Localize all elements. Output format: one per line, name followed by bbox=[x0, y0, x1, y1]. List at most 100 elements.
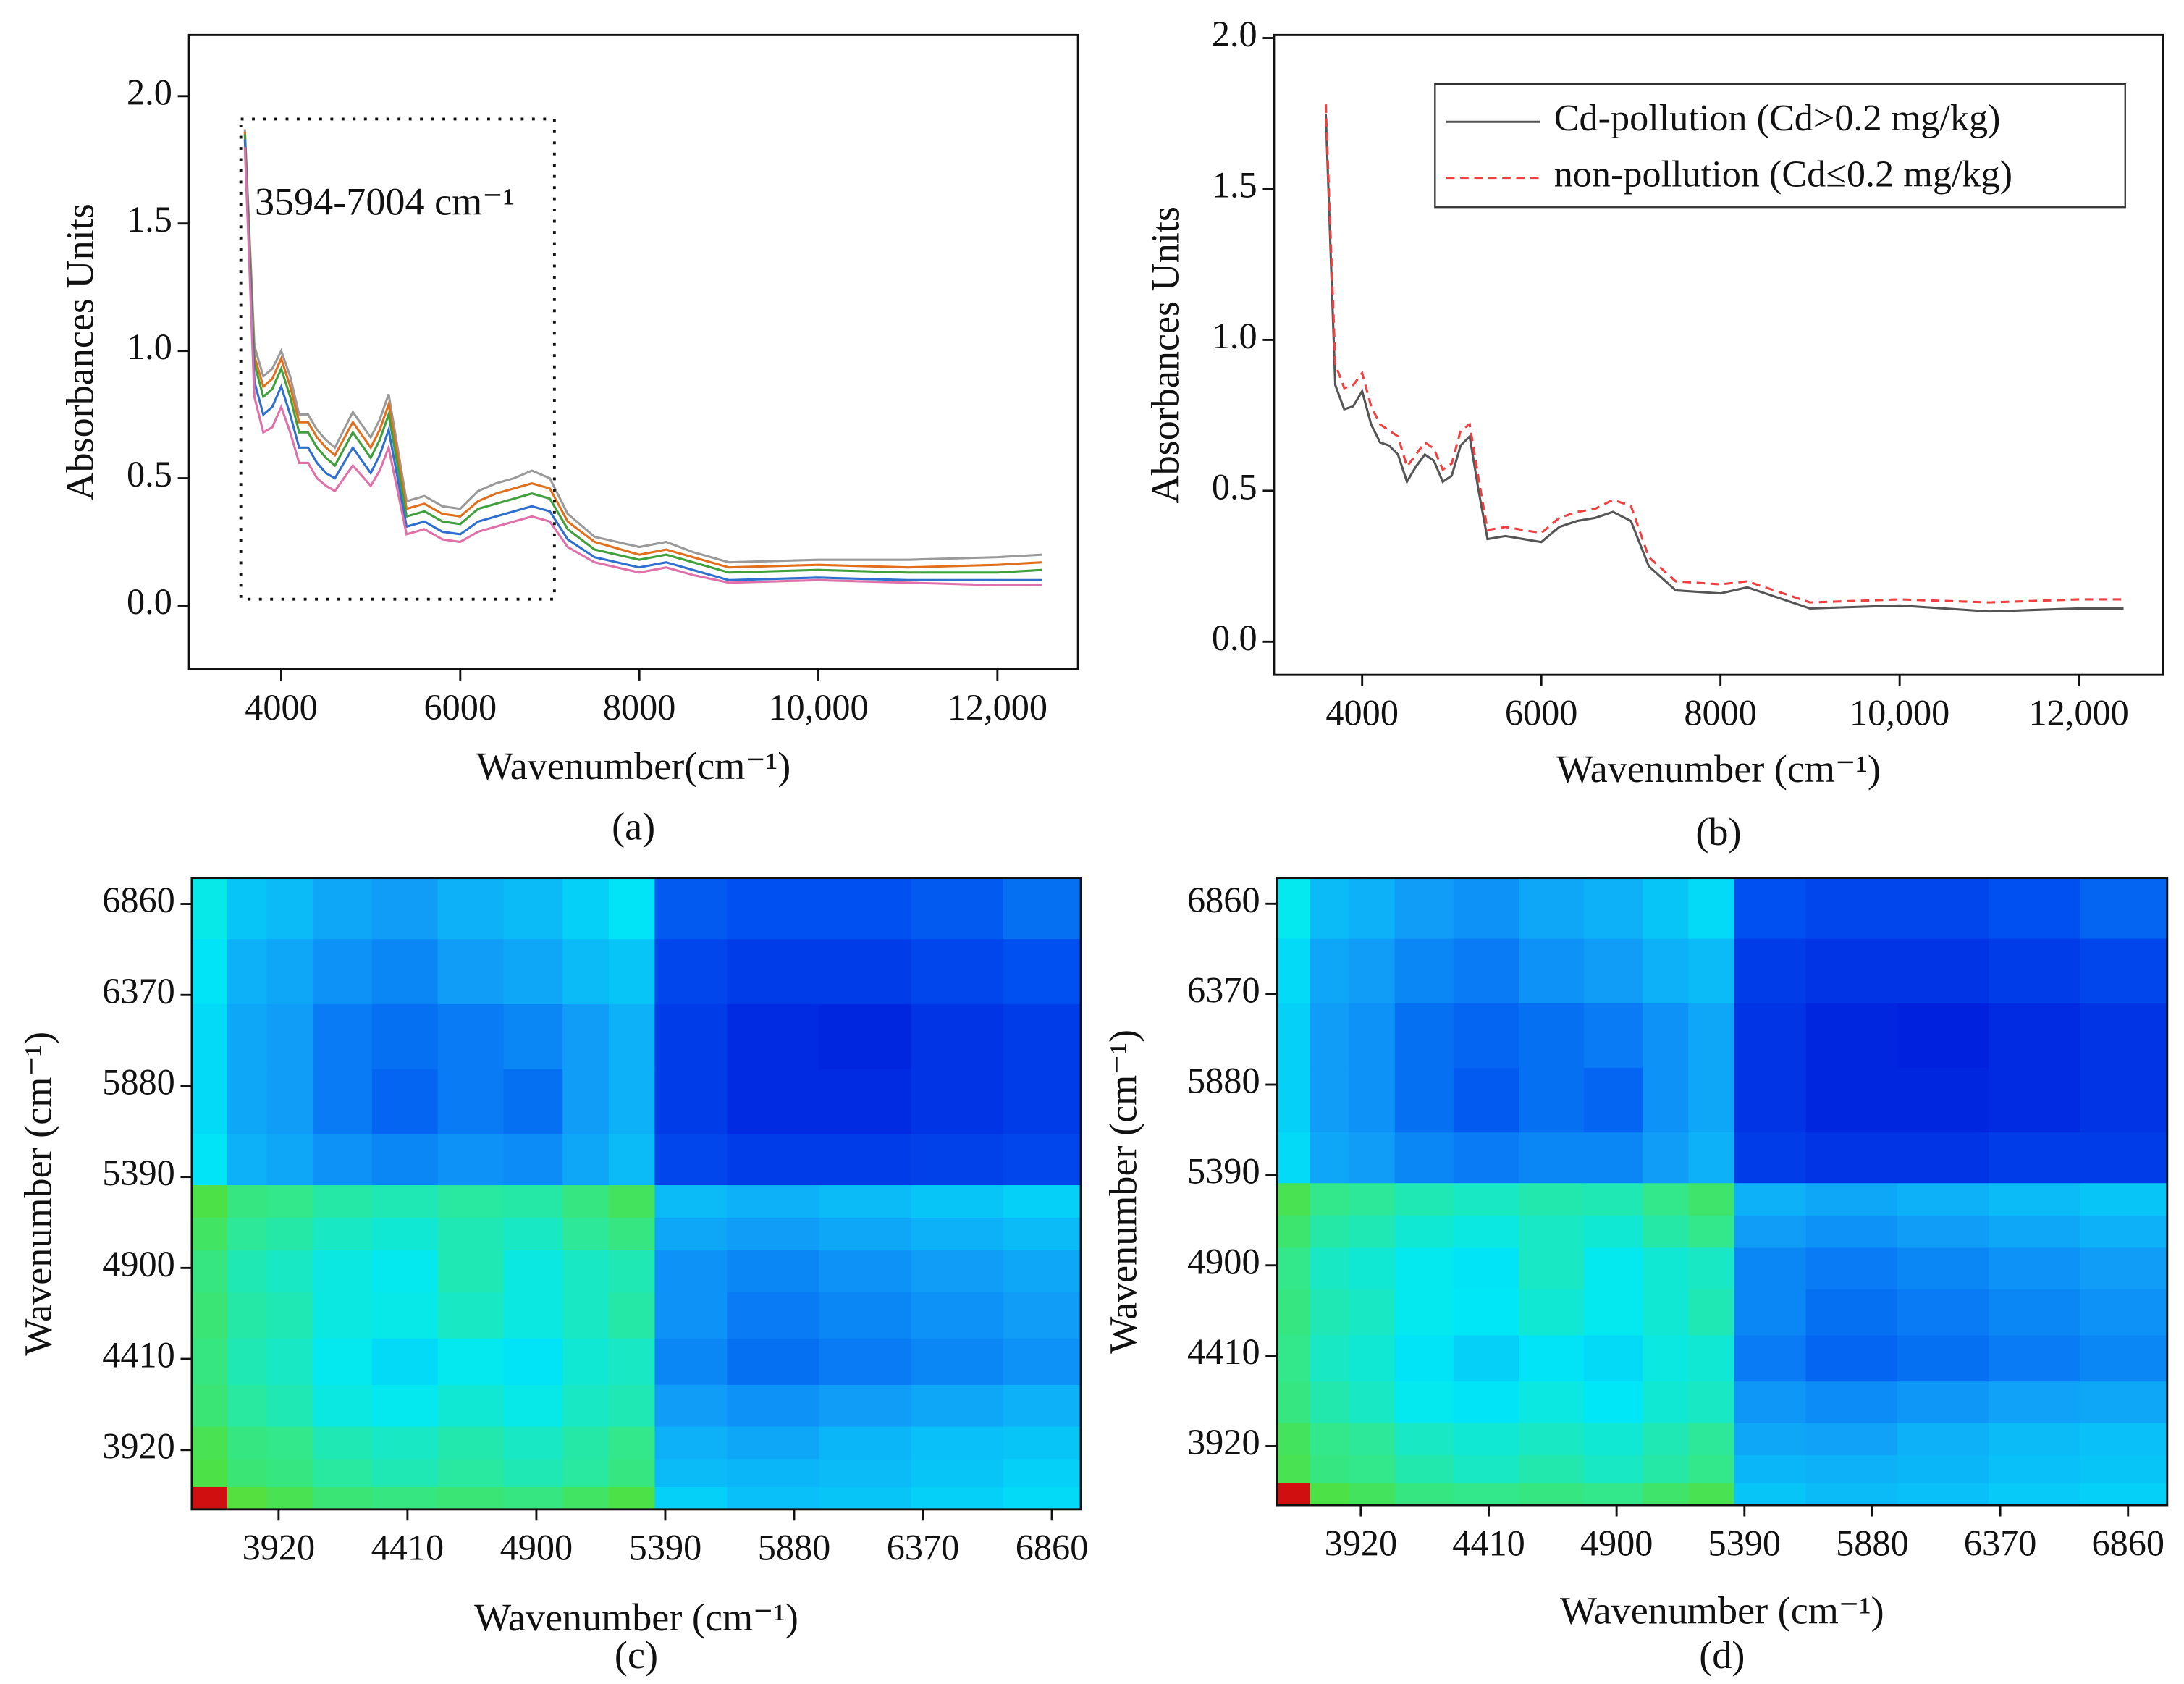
heatmap-cell bbox=[1003, 1003, 1082, 1069]
heatmap-cell bbox=[911, 1216, 1005, 1250]
heatmap-cell bbox=[313, 1426, 373, 1460]
heatmap-cell bbox=[1688, 1002, 1735, 1068]
plot-frame bbox=[1273, 33, 2164, 676]
heatmap-cell bbox=[1518, 1334, 1585, 1382]
heatmap-cell bbox=[1643, 1422, 1690, 1456]
y-axis-label: Absorbances Units bbox=[58, 203, 101, 501]
x-axis-label: Wavenumber (cm⁻¹) bbox=[1556, 747, 1881, 791]
heatmap-cell bbox=[1310, 938, 1350, 1003]
heatmap-cell bbox=[1643, 1002, 1690, 1068]
heatmap-cell bbox=[1394, 1182, 1454, 1216]
heatmap-cell bbox=[1805, 1288, 1898, 1336]
heatmap-cell bbox=[1003, 1184, 1082, 1218]
heatmap-cell bbox=[727, 1068, 820, 1134]
x-tick-label: 8000 bbox=[1684, 693, 1757, 733]
heatmap-cell bbox=[1688, 1381, 1735, 1423]
y-tick-label: 4410 bbox=[102, 1335, 175, 1376]
heatmap-cell bbox=[819, 1337, 912, 1385]
heatmap-cell bbox=[1276, 1288, 1311, 1336]
heatmap-cell bbox=[1805, 938, 1898, 1003]
heatmap-cell bbox=[1349, 1247, 1396, 1289]
heatmap-cell bbox=[1584, 1422, 1644, 1456]
heatmap-cell bbox=[1897, 1334, 1990, 1382]
heatmap-cell bbox=[1310, 1482, 1350, 1506]
heatmap-cell bbox=[437, 1249, 505, 1292]
heatmap-cell bbox=[727, 1291, 820, 1339]
heatmap-cell bbox=[1518, 1422, 1585, 1456]
heatmap-cell bbox=[227, 1486, 268, 1510]
heatmap-cell bbox=[654, 1426, 728, 1460]
heatmap-cell bbox=[313, 1068, 373, 1134]
y-axis-label: Wavenumber (cm⁻¹) bbox=[16, 1032, 59, 1356]
y-tick-label: 1.0 bbox=[127, 327, 172, 367]
heatmap-cell bbox=[1805, 877, 1898, 939]
heatmap-cell bbox=[1988, 1482, 2081, 1506]
heatmap-cell bbox=[727, 1426, 820, 1460]
heatmap-cell bbox=[1003, 1384, 1082, 1427]
heatmap-cell bbox=[727, 1486, 820, 1510]
heatmap-cell bbox=[227, 1133, 268, 1186]
x-tick-label: 6860 bbox=[2091, 1523, 2164, 1564]
heatmap-cell bbox=[2080, 1381, 2167, 1423]
heatmap-cell bbox=[1734, 1381, 1807, 1423]
heatmap-cell bbox=[1897, 877, 1990, 939]
y-tick-label: 4410 bbox=[1187, 1331, 1260, 1372]
x-tick-label: 10,000 bbox=[768, 687, 868, 728]
heatmap-cell bbox=[1643, 1066, 1690, 1133]
heatmap-cell bbox=[1805, 1247, 1898, 1289]
heatmap-cell bbox=[1518, 1454, 1585, 1483]
heatmap-cell bbox=[608, 1003, 656, 1069]
series-line bbox=[1324, 104, 2124, 604]
heatmap-cell bbox=[313, 1458, 373, 1487]
heatmap-cell bbox=[2080, 1422, 2167, 1456]
x-tick-label: 3920 bbox=[1325, 1523, 1398, 1564]
heatmap-cell bbox=[266, 877, 314, 940]
heatmap-cell bbox=[1897, 1454, 1990, 1483]
heatmap-cell bbox=[654, 1068, 728, 1134]
heatmap-cell bbox=[562, 1216, 610, 1250]
heatmap-cell bbox=[1453, 1422, 1520, 1456]
heatmap-cell bbox=[608, 1384, 656, 1427]
heatmap-cell bbox=[1805, 1422, 1898, 1456]
heatmap-cell bbox=[819, 1249, 912, 1292]
heatmap-cell bbox=[1688, 1131, 1735, 1184]
heatmap-cell bbox=[191, 1458, 229, 1487]
heatmap-cell bbox=[437, 938, 505, 1004]
x-tick-label: 6860 bbox=[1016, 1527, 1089, 1567]
heatmap-cell bbox=[1988, 1247, 2081, 1289]
heatmap-cell bbox=[1453, 877, 1520, 939]
panel-label: (d) bbox=[1699, 1633, 1745, 1677]
heatmap-cell bbox=[1349, 938, 1396, 1003]
heatmap-cell bbox=[911, 1337, 1005, 1385]
heatmap-cell bbox=[1805, 1334, 1898, 1382]
heatmap-cell bbox=[1805, 1131, 1898, 1184]
heatmap-cell bbox=[1349, 1454, 1396, 1483]
heatmap-cell bbox=[371, 1249, 439, 1292]
heatmap-cell bbox=[654, 1486, 728, 1510]
heatmap-cell bbox=[911, 1133, 1005, 1186]
heatmap-cell bbox=[1805, 1482, 1898, 1506]
heatmap-cell bbox=[1394, 938, 1454, 1003]
heatmap-cell bbox=[2080, 1334, 2167, 1382]
heatmap-cell bbox=[608, 1216, 656, 1250]
heatmap-cell bbox=[503, 1291, 564, 1339]
y-tick-label: 5880 bbox=[102, 1061, 175, 1102]
heatmap-cell bbox=[2080, 877, 2167, 939]
heatmap-cell bbox=[1734, 1247, 1807, 1289]
heatmap-cell bbox=[1988, 1454, 2081, 1483]
heatmap-cell bbox=[371, 1184, 439, 1218]
heatmap-cell bbox=[1518, 1002, 1585, 1068]
heatmap-cell bbox=[437, 1216, 505, 1250]
y-tick-label: 2.0 bbox=[1212, 14, 1257, 54]
heatmap-cell bbox=[503, 1068, 564, 1134]
heatmap-cell bbox=[1349, 1381, 1396, 1423]
heatmap-cell bbox=[562, 1384, 610, 1427]
heatmap-cell bbox=[1349, 1066, 1396, 1133]
heatmap-cell bbox=[1276, 1182, 1311, 1216]
heatmap-cell bbox=[2080, 1131, 2167, 1184]
heatmap-cell bbox=[608, 1184, 656, 1218]
heatmap-cell bbox=[819, 1216, 912, 1250]
heatmap-cell bbox=[562, 1426, 610, 1460]
heatmap-cell bbox=[1394, 1247, 1454, 1289]
